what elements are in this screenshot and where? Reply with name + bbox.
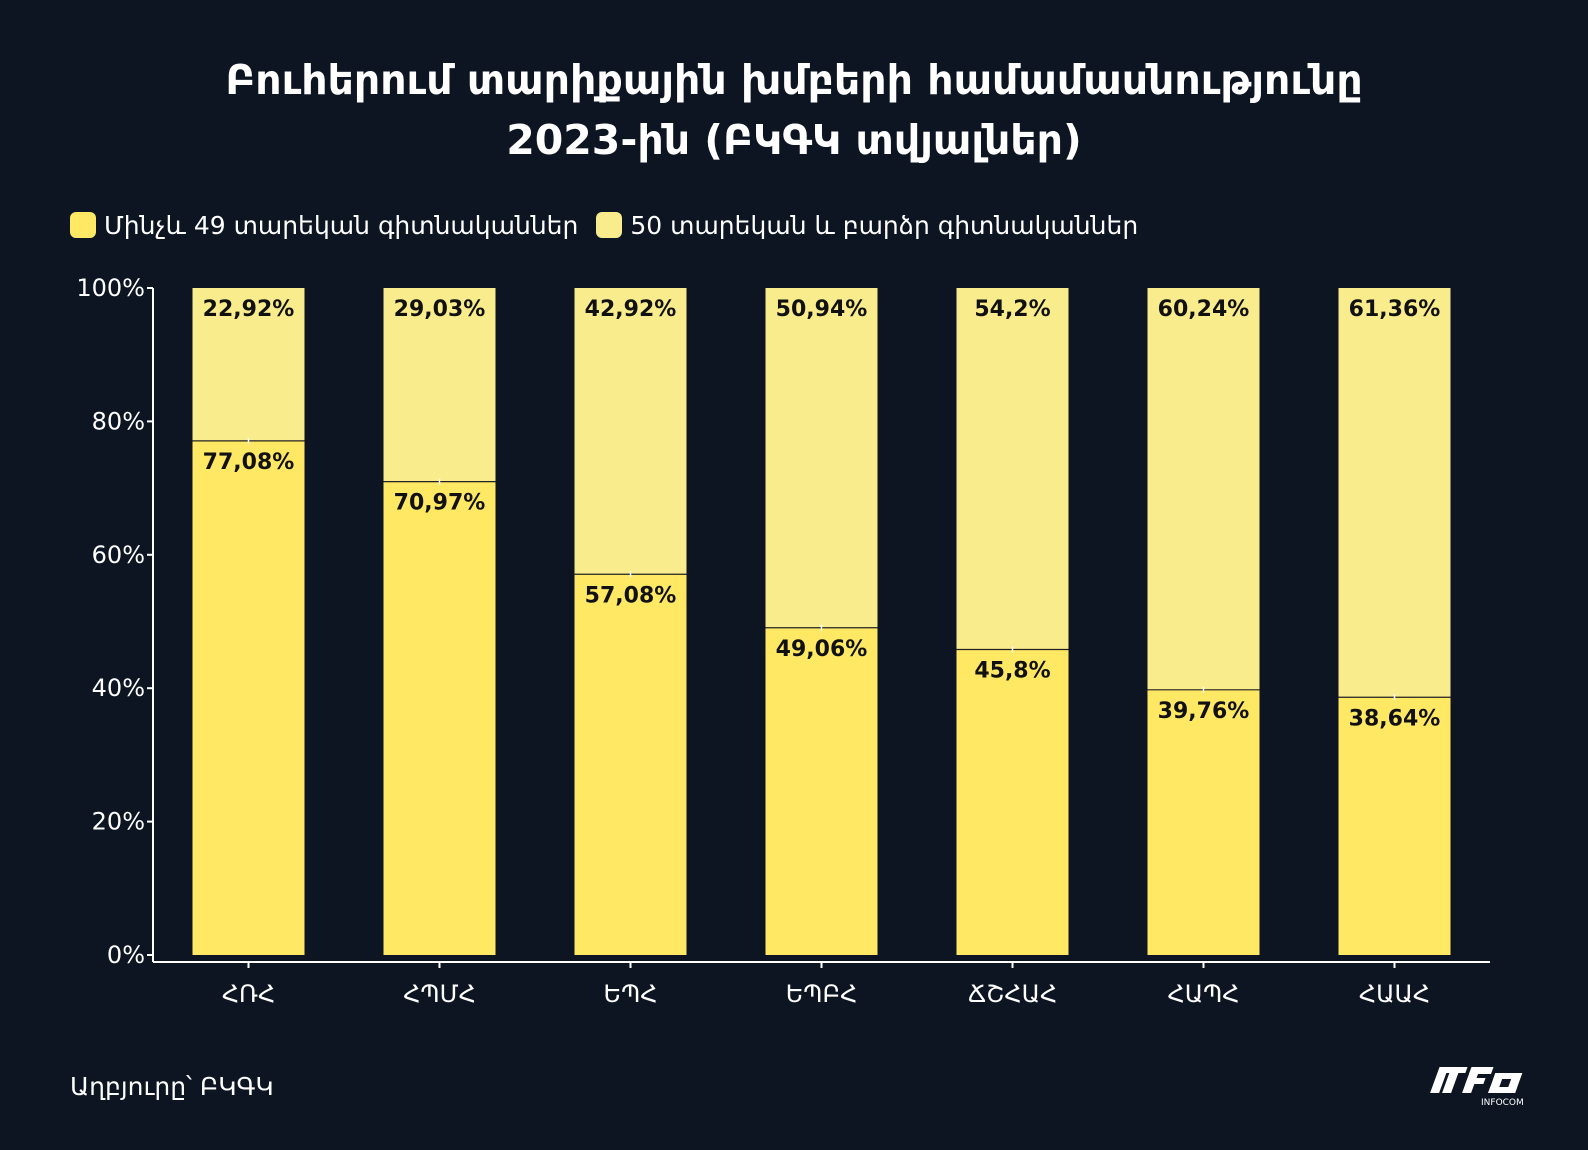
legend-label-over50: 50 տարեկան և բարձր գիտնականներ	[630, 210, 1139, 240]
source-note: Աղբյուրը՝ ԲԿԳԿ	[70, 1072, 274, 1101]
bar-under49-4	[956, 649, 1069, 955]
data-label-under49-2: 57,08%	[585, 583, 677, 608]
y-tick-label-80: 80%	[92, 407, 145, 435]
bar-under49-6	[1338, 697, 1451, 955]
data-label-over50-6: 61,36%	[1349, 297, 1441, 322]
bar-under49-3	[765, 627, 878, 955]
legend-item-under49: Մինչև 49 տարեկան գիտնականներ	[70, 211, 578, 240]
chart-title: Բուհերում տարիքային խմբերի համամասնությո…	[0, 50, 1588, 170]
data-label-under49-5: 39,76%	[1158, 699, 1250, 724]
data-label-under49-3: 49,06%	[776, 637, 868, 662]
logo-text: INFOCOM	[1481, 1098, 1524, 1108]
bar-over50-0	[192, 288, 305, 441]
bar-under49-0	[192, 440, 305, 955]
legend-label-under49: Մինչև 49 տարեկան գիտնականներ	[104, 210, 579, 240]
y-tick-label-0: 0%	[107, 941, 145, 969]
legend-swatch-over50	[596, 212, 623, 238]
bar-over50-1	[383, 288, 496, 482]
legend-swatch-under49	[70, 212, 96, 238]
bar-under49-1	[383, 481, 496, 955]
data-label-over50-4: 54,2%	[974, 297, 1050, 322]
data-label-over50-3: 50,94%	[776, 297, 868, 322]
data-label-under49-6: 38,64%	[1349, 706, 1441, 731]
bar-over50-6	[1338, 288, 1451, 698]
stacked-bar-chart: 0% 20% 40% 60% 80% 100% 22,92% 77,08% ՀՌՀ 29,03% 7…	[76, 274, 1490, 1008]
x-tick-label-4: ՃՇՀԱՀ	[968, 980, 1057, 1008]
x-tick-label-6: ՀԱԱՀ	[1359, 980, 1430, 1008]
bar-under49-2	[574, 574, 687, 955]
y-tick-label-40: 40%	[92, 674, 145, 702]
bar-over50-2	[574, 288, 687, 575]
bar-under49-5	[1147, 689, 1260, 955]
data-label-under49-1: 70,97%	[394, 491, 486, 516]
y-tick-label-100: 100%	[76, 274, 145, 302]
y-tick-label-20: 20%	[92, 808, 145, 836]
legend: Մինչև 49 տարեկան գիտնականներ 50 տարեկան …	[70, 207, 1156, 243]
infocom-logo: INFOCOM	[1430, 1067, 1524, 1108]
y-tick-label-60: 60%	[92, 541, 145, 569]
chart-title-line-2: 2023-ին (ԲԿԳԿ տվյալներ)	[506, 116, 1082, 164]
data-label-over50-1: 29,03%	[394, 297, 486, 322]
x-tick-label-3: ԵՊԲՀ	[786, 980, 858, 1008]
bar-over50-5	[1147, 288, 1260, 690]
x-tick-label-1: ՀՊՄՀ	[403, 980, 476, 1008]
data-label-under49-4: 45,8%	[974, 659, 1050, 684]
legend-item-over50: 50 տարեկան և բարձր գիտնականներ	[596, 211, 1138, 240]
x-tick-label-2: ԵՊՀ	[604, 980, 658, 1008]
data-label-over50-2: 42,92%	[585, 297, 677, 322]
chart-title-line-1: Բուհերում տարիքային խմբերի համամասնությո…	[225, 56, 1363, 104]
bar-over50-4	[956, 288, 1069, 650]
x-tick-label-0: ՀՌՀ	[222, 980, 275, 1008]
x-tick-label-5: ՀԱՊՀ	[1168, 980, 1240, 1008]
data-label-under49-0: 77,08%	[203, 450, 295, 475]
data-label-over50-5: 60,24%	[1158, 297, 1250, 322]
bar-over50-3	[765, 288, 878, 628]
data-label-over50-0: 22,92%	[203, 297, 295, 322]
